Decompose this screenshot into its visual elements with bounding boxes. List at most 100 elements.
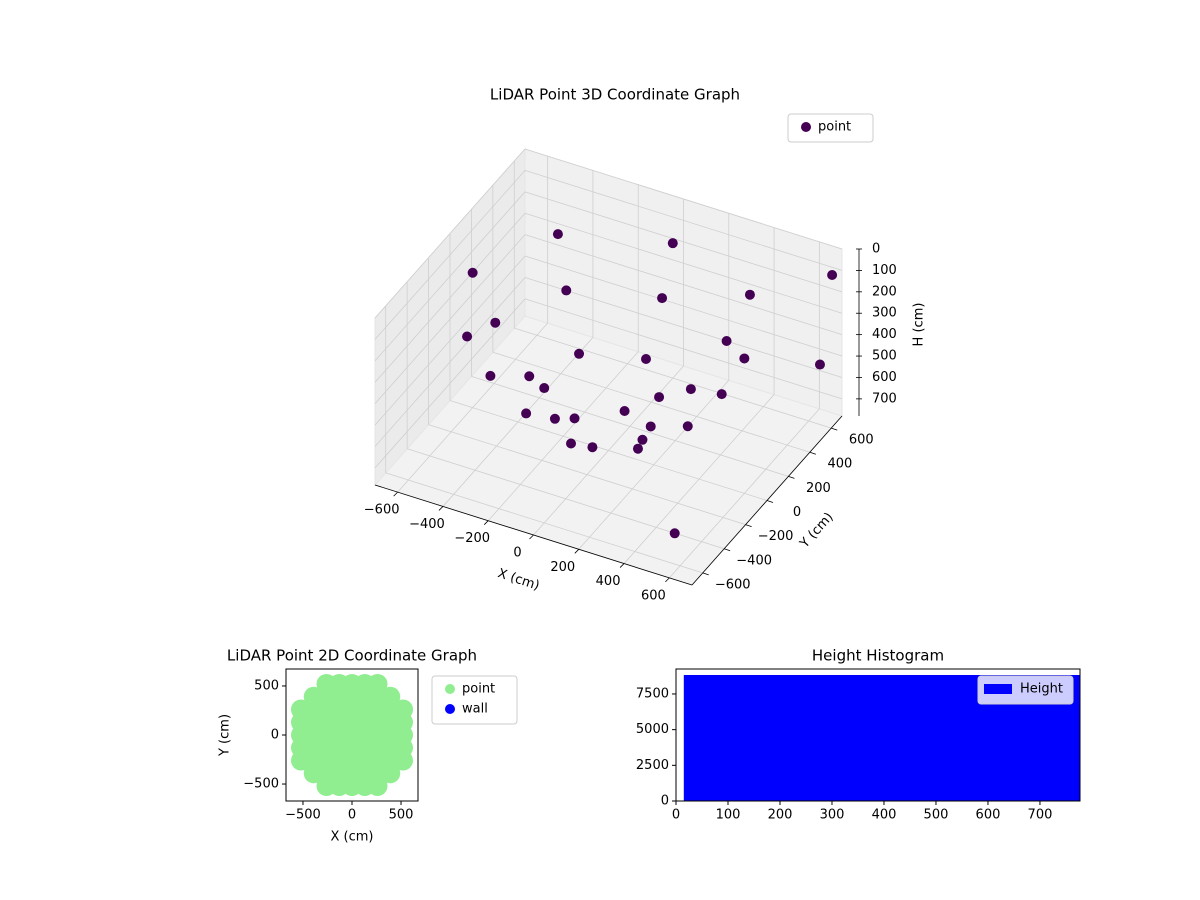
point [632,443,643,454]
y-tick [788,475,795,479]
y-tick [745,524,752,528]
y-tick [766,500,774,503]
point [569,413,580,424]
chart-title: LiDAR Point 2D Coordinate Graph [227,647,477,665]
legend-frame [977,675,1074,705]
point [685,384,696,395]
point [739,353,750,364]
x-tick-label: 500 [389,808,414,823]
grid-line [492,351,810,453]
point [539,383,550,394]
y-axis-label: Y (cm) [797,510,837,552]
x-tick-label: 700 [1028,808,1053,823]
point [467,267,478,278]
axes-frame [675,668,1081,802]
point [587,442,598,453]
z-tick-label: 600 [872,370,897,385]
x-tick-label: 600 [641,588,666,603]
point [561,285,572,296]
point [641,354,651,365]
y-tick-label: 0 [793,505,801,520]
legend-marker [801,122,811,132]
y-tick-label: 7500 [636,686,669,701]
grid-line [524,170,843,271]
y-tick [809,451,816,455]
grid-line [374,277,526,447]
y-axis-label: Y (cm) [218,714,233,757]
x-tick-label: 200 [550,560,575,575]
z-tick-label: 500 [872,349,897,364]
grid-line [374,298,526,469]
x-tick-label: 400 [596,574,621,589]
point [566,438,576,449]
point [645,421,656,432]
chart-title: Height Histogram [812,647,944,665]
grid-line [524,191,843,293]
y-tick-label: 5000 [636,722,669,737]
point [667,238,678,249]
point [654,392,665,403]
y-tick-label: 2500 [636,758,669,773]
point [524,371,535,382]
x-tick [665,577,670,583]
z-tick-label: 100 [872,263,897,278]
grid-line [514,327,832,429]
point [462,331,473,342]
x-tick-label: −500 [285,808,321,823]
grid-line [471,375,789,477]
y-tick [831,427,838,431]
x-tick [574,549,580,554]
y-tick [702,572,709,576]
x-tick-label: 200 [768,808,793,823]
grid-line [524,298,843,400]
z-tick-label: 400 [872,327,897,342]
legend-label: wall [462,702,488,717]
point [814,359,825,370]
legend-swatch [984,684,1012,694]
y-tick-label: −500 [243,777,279,792]
x-tick-label: −600 [364,503,400,518]
legend-label: Height [1020,682,1063,697]
grid-line [449,400,768,501]
point [637,434,648,445]
x-tick-label: 400 [872,808,897,823]
z-tick-label: 0 [872,242,880,257]
grid-line [374,170,526,340]
point [549,413,560,424]
x-tick-label: 500 [924,808,949,823]
point [744,289,755,300]
legend-label: point [462,682,495,697]
x-tick-label: −400 [409,517,445,532]
x-axis-label: X (cm) [331,830,374,845]
point [392,725,413,745]
y-tick [724,548,731,552]
point [657,293,668,304]
point [682,421,693,432]
chart-title: LiDAR Point 3D Coordinate Graph [490,86,740,104]
x-tick-label: 300 [820,808,845,823]
point [721,335,732,346]
point [619,405,630,416]
point [827,270,838,281]
grid-line [374,234,526,404]
grid-line [524,277,843,378]
y-tick-label: 500 [254,678,279,693]
plot-area [291,674,413,796]
x-tick [529,534,534,540]
x-tick [393,491,398,497]
grid-line [374,255,526,426]
y-tick-label: 0 [271,728,279,743]
x-tick [619,563,625,568]
x-tick-label: −200 [454,531,490,546]
y-tick-label: 600 [849,433,874,448]
z-axis-label: H (cm) [912,303,927,347]
y-tick-label: 200 [806,481,831,496]
grid-line [524,234,843,336]
x-tick-label: 0 [513,546,521,561]
grid-line [374,191,526,362]
x-axis-label: X (cm) [496,566,542,594]
x-tick [438,506,444,511]
y-tick-label: −400 [736,553,772,568]
point [669,528,680,539]
y-tick-label: −200 [758,529,794,544]
